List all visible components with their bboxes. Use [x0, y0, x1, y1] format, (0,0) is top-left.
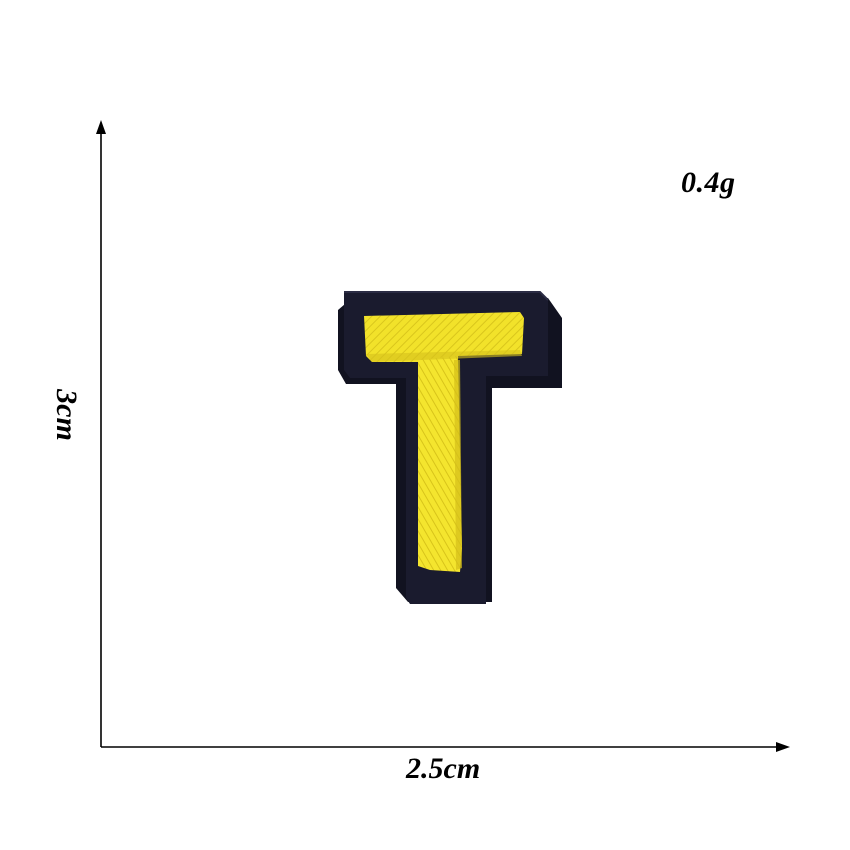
horizontal-arrow-icon: [101, 742, 790, 752]
vertical-arrow-icon: [96, 120, 106, 747]
weight-label: 0.4g: [681, 166, 736, 199]
height-label: 3cm: [49, 389, 83, 441]
width-label: 2.5cm: [406, 752, 481, 785]
letter-t-patch: [338, 291, 562, 604]
